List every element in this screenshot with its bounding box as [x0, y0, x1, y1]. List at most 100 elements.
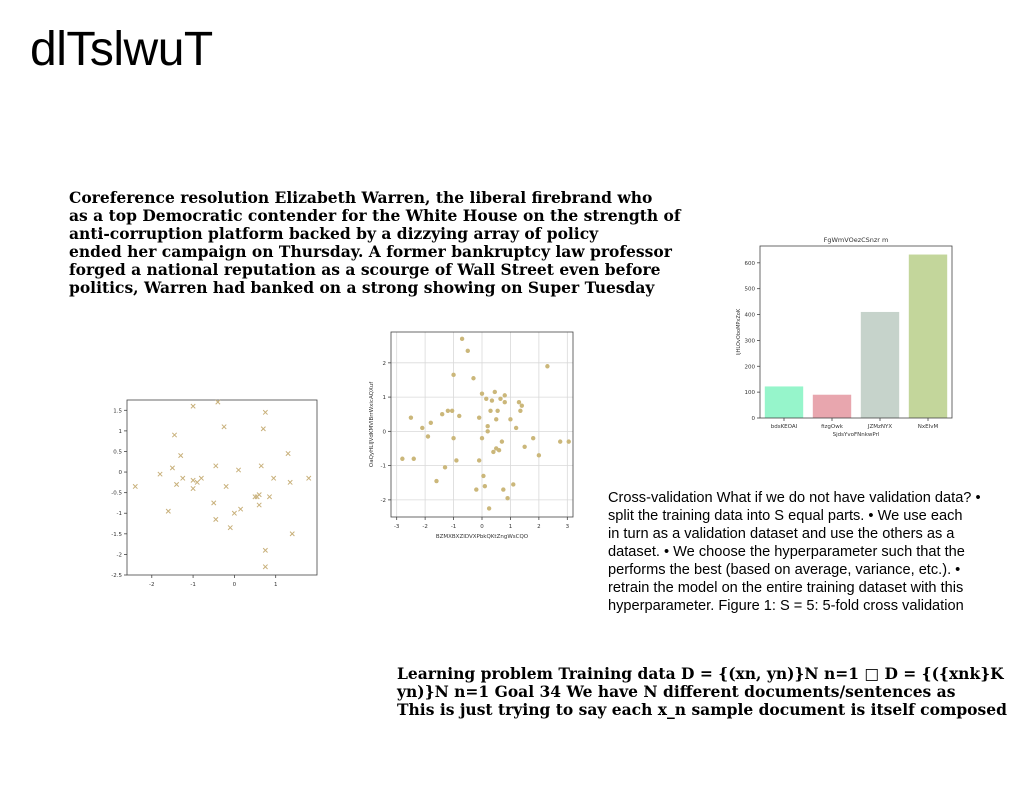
data-point: [536, 453, 542, 458]
data-point: [494, 417, 499, 422]
y-tick-label: -0.5: [111, 491, 122, 497]
y-tick-label: 0: [119, 470, 123, 476]
data-point: [434, 478, 439, 484]
crossval-line: retrain the model on the entire training…: [608, 580, 964, 596]
learning-line: Learning problem Training data D = {(xn,…: [397, 664, 1004, 683]
y-tick-label: -1: [117, 511, 122, 517]
data-point: [439, 412, 445, 417]
bar: [764, 386, 804, 418]
data-point: [165, 508, 171, 514]
crossval-line: in turn as a validation dataset and use …: [608, 526, 955, 542]
x-tick-label: 3: [566, 524, 570, 530]
data-point: [174, 481, 180, 487]
data-point: [231, 510, 237, 516]
y-tick-label: 500: [745, 287, 756, 293]
x-tick-label: fizgOwk: [821, 424, 844, 430]
data-point: [485, 429, 490, 434]
data-point: [449, 408, 455, 413]
data-point: [289, 531, 295, 537]
data-point: [428, 420, 434, 425]
bar: [860, 311, 900, 418]
data-point: [260, 426, 266, 432]
x-tick-label: -3: [394, 524, 400, 530]
crossval-line: Cross-validation What if we do not have …: [608, 490, 981, 506]
y-tick-label: 1.5: [113, 408, 122, 414]
data-point: [513, 425, 519, 431]
data-point: [518, 408, 523, 413]
data-point: [482, 483, 488, 489]
y-tick-label: 0: [383, 429, 387, 435]
x-tick-label: NxEIvM: [918, 424, 939, 430]
data-point: [285, 450, 291, 457]
data-point: [157, 471, 163, 477]
data-point: [489, 398, 495, 403]
data-point: [505, 495, 510, 501]
data-point: [252, 494, 258, 500]
y-tick-label: 2: [383, 361, 387, 367]
data-point: [256, 502, 262, 508]
data-point: [486, 506, 492, 511]
y-tick-label: 0.5: [113, 449, 122, 455]
data-point: [479, 436, 485, 441]
x-tick-label: 2: [537, 524, 541, 530]
x-tick-label: -1: [190, 582, 195, 588]
data-point: [519, 403, 525, 408]
data-point: [194, 479, 200, 485]
x-axis-label: BZMXBXZIDVXPbkQKtZngWsCQO: [436, 534, 529, 540]
cross-validation-paragraph: Cross-validation What if we do not have …: [608, 489, 981, 615]
plot-frame: [126, 399, 318, 576]
data-point: [476, 458, 482, 463]
learning-line: This is just trying to say each x_n samp…: [397, 700, 1007, 719]
data-point: [457, 413, 462, 419]
data-point: [465, 348, 470, 354]
data-point: [522, 444, 527, 449]
data-point: [508, 417, 513, 422]
data-point: [178, 453, 184, 459]
data-point: [221, 424, 227, 430]
data-point: [256, 492, 262, 498]
data-point: [235, 467, 242, 473]
data-point: [501, 487, 506, 492]
data-point: [211, 500, 217, 506]
data-point: [420, 425, 425, 431]
x-axis-label: SjdsYvoFNnkwPrl: [833, 432, 880, 438]
data-point: [499, 439, 505, 444]
data-point: [545, 364, 550, 369]
data-point: [258, 463, 264, 469]
data-point: [484, 396, 489, 402]
data-point: [262, 409, 268, 415]
data-point: [306, 475, 312, 481]
x-tick-label: 0: [480, 524, 484, 530]
data-point: [190, 477, 196, 483]
data-point: [485, 424, 490, 429]
data-point: [425, 434, 431, 439]
data-point: [488, 408, 493, 413]
data-point: [492, 389, 497, 395]
chart-title: FgWmVOezCSnzr m: [824, 236, 889, 244]
x-tick-label: 1: [509, 524, 513, 530]
data-point: [266, 494, 273, 500]
data-point: [479, 391, 485, 396]
data-point: [442, 465, 448, 470]
data-point: [451, 372, 456, 378]
data-point: [558, 439, 563, 444]
data-point: [491, 449, 496, 455]
x-tick-label: 1: [274, 582, 278, 588]
data-point: [238, 506, 244, 512]
y-tick-label: -1.5: [111, 532, 122, 538]
coref-line: ended her campaign on Thursday. A former…: [69, 242, 672, 261]
y-tick-label: 600: [745, 261, 756, 267]
x-tick-label: JZMzNYX: [867, 424, 892, 430]
data-point: [262, 547, 268, 553]
y-tick-label: 300: [745, 338, 756, 344]
data-point: [287, 479, 293, 485]
y-axis-label: ljHLOvOboMPxZoK: [736, 308, 742, 355]
data-point: [454, 458, 459, 463]
data-point: [411, 456, 416, 461]
crossval-line: hyperparameter. Figure 1: S = 5: 5-fold …: [608, 598, 964, 614]
y-axis-label: OaQyHLIJVdKMVlBrrWxicAQXuf: [369, 381, 375, 467]
coreference-paragraph: Coreference resolution Elizabeth Warren,…: [69, 189, 681, 297]
data-point: [445, 408, 451, 413]
data-point: [171, 432, 178, 438]
coref-line: Coreference resolution Elizabeth Warren,…: [69, 188, 653, 207]
